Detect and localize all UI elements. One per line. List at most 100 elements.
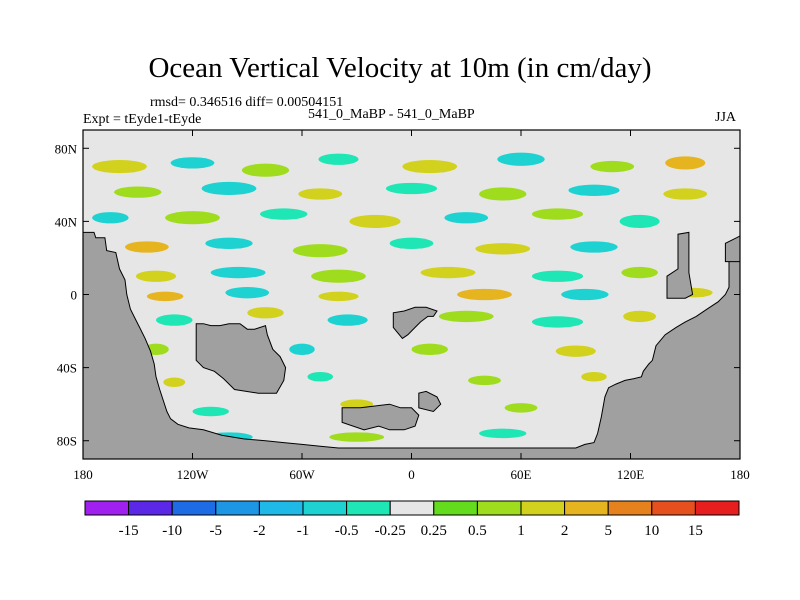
anomaly-patch — [581, 372, 607, 382]
anomaly-patch — [665, 156, 706, 170]
colorbar-label: -0.25 — [375, 523, 406, 539]
land-east-edge-block — [724, 235, 740, 263]
anomaly-patch — [531, 270, 584, 282]
land-east-ridge — [666, 231, 694, 299]
colorbar-label: -5 — [210, 523, 223, 539]
anomaly-patch — [479, 187, 527, 201]
anomaly-patch — [210, 266, 266, 279]
comparison-label: 541_0_MaBP - 541_0_MaBP — [308, 107, 475, 122]
anomaly-patch — [561, 288, 609, 301]
colorbar-label: 0.25 — [421, 523, 447, 539]
colorbar-swatch — [433, 500, 478, 516]
colorbar-swatch — [258, 500, 304, 516]
stats-text: rmsd= 0.346516 diff= 0.00504151 — [150, 95, 344, 110]
anomaly-patch — [114, 186, 162, 198]
x-tick-label: 180 — [73, 467, 93, 482]
anomaly-patch — [340, 399, 374, 409]
anomaly-patch — [621, 266, 658, 279]
anomaly-patch — [568, 184, 620, 196]
anomaly-patch — [292, 244, 348, 258]
colorbar-label: 15 — [688, 523, 703, 539]
colorbar-label: 10 — [644, 523, 659, 539]
anomaly-patch — [298, 188, 343, 200]
colorbar-swatch — [476, 500, 522, 516]
anomaly-patch — [146, 291, 184, 302]
anomaly-patch — [170, 157, 215, 169]
anomaly-patch — [165, 211, 220, 225]
y-tick-label: 40N — [55, 214, 78, 229]
land-south-america — [195, 323, 287, 394]
plot-area — [83, 130, 740, 459]
colorbar-label: -10 — [162, 523, 182, 539]
x-tick-label: 0 — [408, 467, 415, 482]
anomaly-patch — [457, 288, 512, 301]
land-africa-tip — [392, 306, 438, 340]
colorbar-swatch — [84, 500, 130, 516]
x-tick-label: 60E — [511, 467, 532, 482]
colorbar-label: -0.5 — [335, 523, 359, 539]
anomaly-patch — [444, 212, 489, 224]
colorbar-swatch — [346, 500, 391, 516]
anomaly-patch — [497, 152, 545, 166]
chart-title: Ocean Vertical Velocity at 10m (in cm/da… — [148, 52, 652, 84]
colorbar: -15 -10 -5 -2 -1 -0.5 -0.25 0.25 0.5 1 2 5 10 15 — [84, 500, 740, 539]
anomaly-patch — [411, 343, 448, 355]
y-tick-label: 0 — [71, 288, 78, 303]
anomaly-patch — [260, 208, 308, 220]
x-tick-label: 120W — [177, 467, 210, 482]
colorbar-label: 0.5 — [468, 523, 487, 539]
colorbar-label: -15 — [119, 523, 139, 539]
anomaly-patch — [623, 310, 657, 323]
colorbar-label: -2 — [253, 523, 266, 539]
colorbar-swatch — [607, 500, 653, 516]
anomaly-patch — [92, 159, 147, 174]
anomaly-patch — [247, 307, 284, 319]
colorbar-swatch — [564, 500, 609, 516]
anomaly-patch — [241, 163, 290, 177]
anomaly-patch — [135, 270, 177, 282]
anomaly-patch — [318, 291, 359, 302]
anomaly-patch — [311, 269, 366, 283]
anomaly-patch — [479, 428, 527, 439]
anomaly-patch — [92, 212, 129, 224]
anomaly-patch — [663, 188, 708, 200]
x-tick-label: 60W — [289, 467, 315, 482]
land-small-island — [418, 390, 442, 413]
x-tick-label: 120E — [617, 467, 645, 482]
anomaly-patch — [420, 266, 476, 279]
anomaly-patch — [619, 214, 660, 228]
anomaly-patch — [318, 153, 359, 165]
anomaly-patch — [192, 406, 229, 417]
anomaly-patch — [327, 314, 368, 326]
anomaly-patch — [438, 310, 494, 323]
anomaly-patch — [475, 243, 531, 255]
anomaly-patch — [570, 241, 618, 253]
axes: 180 120W 60W 0 60E 120E 180 80N 40N 0 40S 80S — [55, 129, 750, 482]
anomaly-patch — [402, 159, 458, 174]
anomaly-patch — [504, 403, 538, 413]
y-tick-label: 40S — [57, 361, 77, 376]
anomaly-patch — [289, 343, 315, 355]
colorbar-label: 1 — [517, 523, 525, 539]
land-americas-west — [83, 231, 740, 459]
anomaly-patch — [389, 237, 434, 249]
y-tick-label: 80N — [55, 141, 78, 156]
anomaly-patch — [385, 182, 438, 195]
colorbar-swatch — [302, 500, 348, 516]
anomaly-patch — [205, 237, 253, 249]
anomaly-patch — [555, 345, 596, 357]
anomaly-patch — [531, 316, 584, 328]
anomaly-patch — [531, 208, 584, 220]
anomaly-patch — [590, 160, 635, 173]
anomaly-patch — [163, 377, 186, 387]
colorbar-swatch — [389, 500, 435, 516]
colorbar-swatch — [520, 500, 566, 516]
anomaly-patch — [124, 241, 169, 253]
anomaly-patch — [349, 214, 401, 228]
colorbar-swatch — [694, 500, 740, 516]
anomaly-patch — [468, 375, 501, 386]
colorbar-swatch — [128, 500, 173, 516]
anomaly-patch — [225, 287, 270, 299]
anomaly-patch — [201, 181, 257, 196]
